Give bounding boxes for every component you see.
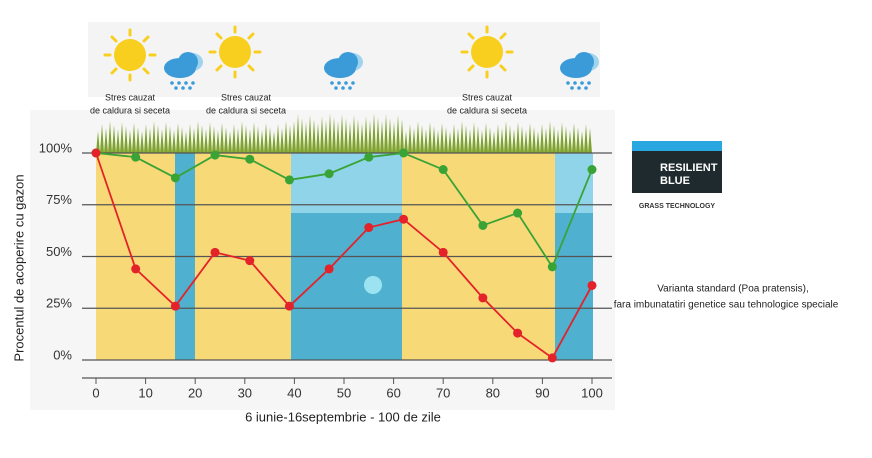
data-point	[587, 280, 597, 290]
x-axis-label: 6 iunie-16septembrie - 100 de zile	[245, 409, 441, 424]
data-point	[210, 247, 220, 257]
logo-tagline: GRASS TECHNOLOGY	[639, 203, 716, 210]
data-point	[438, 165, 448, 175]
data-point	[364, 152, 374, 162]
data-point	[399, 148, 409, 158]
x-tick-label: 10	[138, 385, 152, 400]
annotation: de caldura si seceta	[206, 105, 286, 115]
annotation: Stres cauzat	[221, 92, 272, 102]
x-tick-label: 30	[238, 385, 252, 400]
data-point	[131, 264, 141, 274]
data-point	[513, 208, 523, 218]
data-point	[284, 301, 294, 311]
y-tick-label: 50%	[46, 244, 72, 259]
annotation: Stres cauzat	[462, 92, 513, 102]
data-point	[131, 152, 141, 162]
annotation: Stres cauzat	[105, 92, 156, 102]
data-point	[324, 169, 334, 179]
logo-text: BLUE	[660, 175, 690, 187]
x-tick-label: 70	[436, 385, 450, 400]
x-tick-label: 60	[386, 385, 400, 400]
data-point	[364, 223, 374, 233]
x-tick-label: 40	[287, 385, 301, 400]
logo-stripe	[632, 141, 722, 151]
x-tick-label: 80	[486, 385, 500, 400]
data-point	[547, 353, 557, 363]
x-tick-label: 20	[188, 385, 202, 400]
data-point	[91, 148, 101, 158]
annotation: de caldura si seceta	[90, 105, 170, 115]
grass	[96, 113, 592, 153]
data-point	[438, 247, 448, 257]
note: Varianta standard (Poa pratensis),	[657, 284, 809, 295]
data-point	[245, 154, 255, 164]
x-tick-label: 100	[581, 385, 603, 400]
data-point	[324, 264, 334, 274]
data-point	[513, 328, 523, 338]
data-point	[284, 175, 294, 185]
data-point	[399, 214, 409, 224]
data-point	[547, 262, 557, 272]
data-point	[210, 150, 220, 160]
series-line	[95, 152, 593, 360]
logo-text: RESILIENT	[660, 162, 718, 174]
x-tick-label: 90	[535, 385, 549, 400]
y-tick-label: 0%	[53, 347, 72, 362]
note: fara imbunatatiri genetice sau tehnologi…	[614, 300, 839, 311]
data-point	[478, 220, 488, 230]
y-tick-label: 75%	[46, 192, 72, 207]
series-line	[95, 152, 593, 269]
data-point	[170, 301, 180, 311]
x-tick-label: 0	[92, 385, 99, 400]
annotation: de caldura si seceta	[447, 105, 527, 115]
grass-strip	[96, 113, 592, 153]
y-tick-label: 25%	[46, 296, 72, 311]
x-tick-label: 50	[337, 385, 351, 400]
data-point	[587, 165, 597, 175]
data-point	[245, 256, 255, 266]
data-point	[170, 173, 180, 183]
y-tick-label: 100%	[39, 140, 73, 155]
y-axis-label: Procentul de acoperire cu gazon	[11, 174, 26, 361]
data-point	[478, 293, 488, 303]
